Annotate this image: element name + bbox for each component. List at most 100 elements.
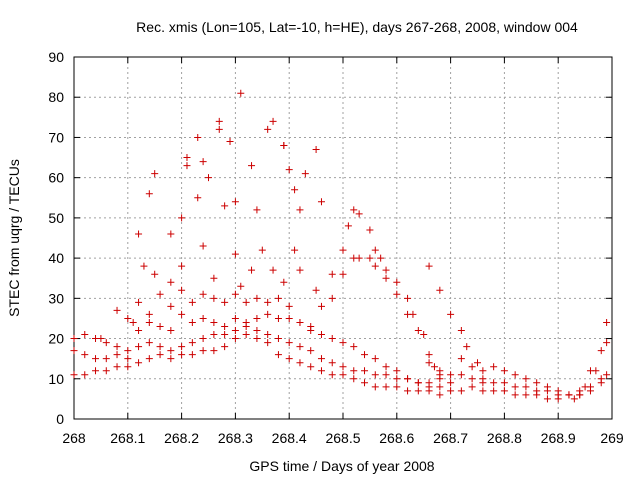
data-point — [102, 367, 110, 375]
data-point — [447, 371, 455, 379]
data-point — [296, 206, 304, 214]
data-point — [328, 359, 336, 367]
data-point — [296, 266, 304, 274]
data-point — [151, 170, 159, 178]
data-point — [124, 314, 132, 322]
data-point — [490, 387, 498, 395]
data-point — [253, 335, 261, 343]
y-tick-label: 40 — [48, 250, 64, 266]
data-point — [124, 355, 132, 363]
data-point — [285, 302, 293, 310]
x-tick-label: 268.1 — [110, 430, 145, 446]
y-axis-label: STEC from uqrg / TECUs — [6, 159, 22, 317]
y-tick-label: 50 — [48, 210, 64, 226]
data-point — [361, 379, 369, 387]
data-point — [210, 294, 218, 302]
data-point — [274, 294, 282, 302]
data-point — [317, 302, 325, 310]
data-point — [156, 343, 164, 351]
data-point — [317, 367, 325, 375]
data-point — [307, 363, 315, 371]
data-point — [576, 391, 584, 399]
data-point — [468, 375, 476, 383]
data-point — [307, 347, 315, 355]
data-point — [296, 318, 304, 326]
data-point — [371, 355, 379, 363]
data-point — [291, 186, 299, 194]
data-point — [393, 383, 401, 391]
data-point — [274, 351, 282, 359]
x-tick-label: 268.2 — [164, 430, 199, 446]
data-point — [269, 117, 277, 125]
data-point — [474, 359, 481, 367]
data-point — [194, 194, 202, 202]
data-point — [285, 166, 293, 174]
data-point — [145, 339, 153, 347]
x-tick-label: 268.3 — [218, 430, 253, 446]
data-point — [129, 318, 137, 326]
data-point — [113, 351, 121, 359]
x-tick-label: 268.7 — [433, 430, 468, 446]
data-point — [178, 214, 186, 222]
data-point — [237, 282, 245, 290]
data-point — [339, 371, 347, 379]
data-point — [167, 347, 175, 355]
data-point — [317, 331, 325, 339]
x-tick-label: 269 — [600, 430, 624, 446]
data-point — [414, 387, 422, 395]
data-point — [533, 387, 541, 395]
data-point — [199, 314, 207, 322]
data-point — [135, 343, 143, 351]
data-point — [592, 367, 600, 375]
data-point — [468, 363, 476, 371]
data-point — [570, 395, 578, 403]
data-point — [113, 343, 121, 351]
data-point — [404, 294, 412, 302]
axis-ticks: 268 268.1 268.2 268.3 268.4 268.5 268.6 268.7 26… — [48, 49, 623, 446]
data-point — [350, 343, 358, 351]
data-point — [447, 379, 455, 387]
data-point — [102, 339, 110, 347]
series-arc-peak-52 — [135, 154, 444, 379]
data-point — [231, 335, 239, 343]
data-point — [463, 343, 471, 351]
data-point — [210, 318, 218, 326]
data-point — [226, 137, 234, 145]
data-point — [490, 363, 498, 371]
data-point — [468, 383, 476, 391]
data-point — [393, 278, 401, 286]
data-point — [285, 355, 293, 363]
data-point — [145, 310, 153, 318]
data-point — [522, 375, 530, 383]
data-point — [183, 162, 191, 170]
data-point — [81, 331, 89, 339]
data-point — [178, 286, 186, 294]
y-tick-label: 80 — [48, 89, 64, 105]
data-point — [404, 375, 412, 383]
data-point — [586, 383, 594, 391]
data-point — [393, 367, 401, 375]
data-point — [436, 383, 444, 391]
data-point — [264, 339, 272, 347]
data-point — [135, 230, 143, 238]
data-point — [597, 375, 605, 383]
data-point — [339, 270, 347, 278]
data-point — [113, 363, 121, 371]
data-point — [194, 133, 202, 141]
data-point — [102, 355, 110, 363]
data-points — [70, 89, 611, 403]
data-point — [479, 387, 487, 395]
data-point — [156, 351, 164, 359]
series-arc-peak-81 — [129, 89, 325, 326]
data-point — [248, 162, 256, 170]
chart-title: Rec. xmis (Lon=105, Lat=-10, h=HE), days… — [136, 19, 578, 35]
y-tick-label: 60 — [48, 170, 64, 186]
data-point — [264, 298, 272, 306]
data-point — [543, 383, 551, 391]
data-point — [167, 327, 175, 335]
data-point — [350, 375, 358, 383]
data-point — [264, 331, 272, 339]
data-point — [328, 270, 336, 278]
data-point — [70, 347, 78, 355]
